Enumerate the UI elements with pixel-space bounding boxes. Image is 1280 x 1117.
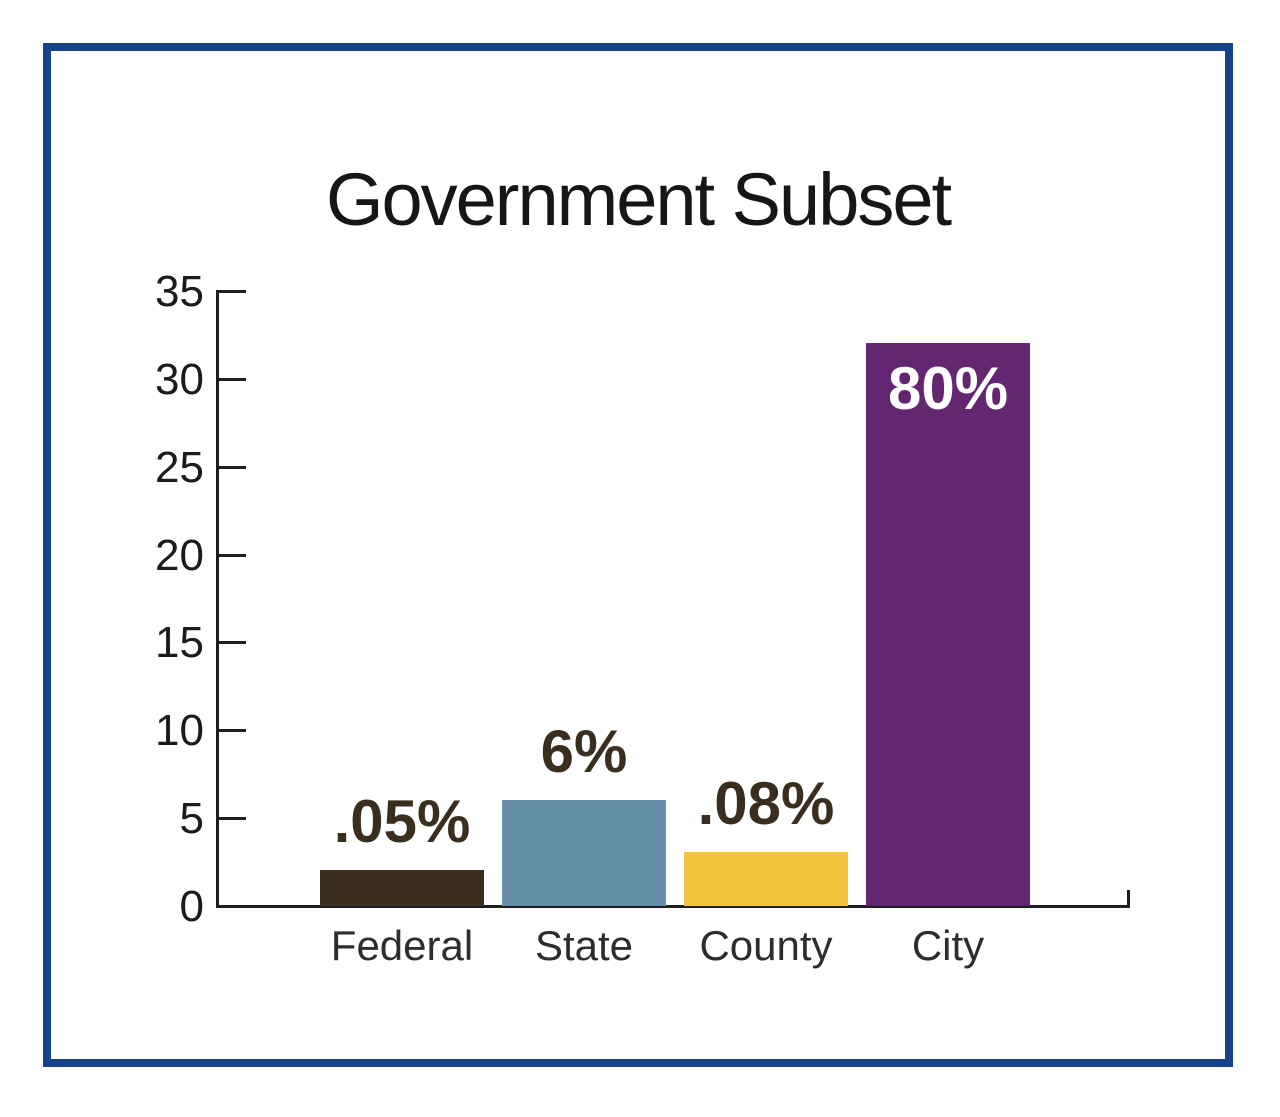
y-tick-mark <box>216 466 246 469</box>
category-label-federal: Federal <box>330 922 474 969</box>
bar-county <box>684 852 848 906</box>
category-label-county: County <box>699 922 833 969</box>
y-tick-label: 15 <box>155 618 204 667</box>
bar-value-label-federal: .05% <box>333 788 471 855</box>
y-tick-label: 5 <box>179 794 204 843</box>
chart-title: Government Subset <box>325 158 952 241</box>
y-tick-label: 35 <box>155 267 204 316</box>
bar-value-label-state: 6% <box>540 718 628 785</box>
y-tick-label: 30 <box>155 355 204 404</box>
y-tick-label: 20 <box>155 531 204 580</box>
y-tick-label: 10 <box>155 706 204 755</box>
y-tick-mark <box>216 290 246 293</box>
bar-value-label-city: 80% <box>887 355 1009 422</box>
y-tick-mark <box>216 729 246 732</box>
bar-city <box>866 343 1030 906</box>
y-tick-mark <box>216 817 246 820</box>
y-axis-line <box>216 290 219 908</box>
category-label-city: City <box>911 922 985 969</box>
y-tick-label: 25 <box>155 443 204 492</box>
y-tick-label: 0 <box>179 882 204 931</box>
y-tick-mark <box>216 554 246 557</box>
y-tick-mark <box>216 378 246 381</box>
x-axis-line <box>216 905 1130 908</box>
bar-state <box>502 800 666 906</box>
y-tick-mark <box>216 641 246 644</box>
x-axis-end-tick <box>1127 890 1130 905</box>
category-label-state: State <box>534 922 634 969</box>
bar-federal <box>320 870 484 906</box>
bar-value-label-county: .08% <box>697 770 835 837</box>
